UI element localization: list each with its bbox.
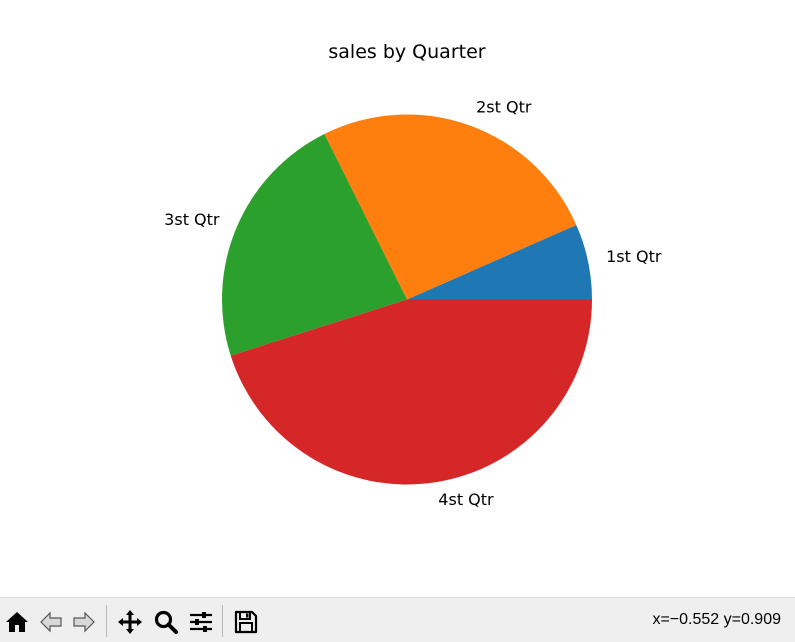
zoom-icon: [154, 610, 178, 634]
save-icon: [234, 610, 258, 634]
pie-label-2: 2st Qtr: [476, 98, 532, 117]
configure-subplots-button[interactable]: [186, 607, 216, 637]
back-button[interactable]: [36, 607, 66, 637]
cursor-coordinates: x=−0.552 y=0.909: [652, 611, 781, 628]
pie-slice-4: [230, 299, 593, 485]
pie-slices: [222, 114, 593, 485]
save-button[interactable]: [231, 607, 261, 637]
toolbar-separator: [222, 605, 223, 637]
forward-arrow-icon: [73, 611, 95, 633]
sliders-icon: [190, 612, 212, 632]
pan-button[interactable]: [115, 607, 145, 637]
pie-label-4: 4st Qtr: [438, 490, 494, 509]
pie-label-3: 3st Qtr: [164, 210, 220, 229]
zoom-button[interactable]: [151, 607, 181, 637]
pie-slice-2: [324, 114, 577, 300]
toolbar-separator: [106, 605, 107, 637]
navigation-toolbar: x=−0.552 y=0.909: [0, 597, 795, 642]
forward-button[interactable]: [69, 607, 99, 637]
move-icon: [118, 610, 142, 634]
chart-title: sales by Quarter: [328, 41, 485, 63]
home-button[interactable]: [2, 607, 32, 637]
pie-slice-1: [407, 224, 592, 300]
figure-canvas: sales by Quarter 1st Qtr 2st Qtr 3st Qtr 4s…: [164, 41, 662, 510]
pie-labels: 1st Qtr 2st Qtr 3st Qtr 4st Qtr: [164, 98, 662, 510]
back-arrow-icon: [40, 611, 62, 633]
pie-label-1: 1st Qtr: [606, 247, 662, 266]
home-icon: [6, 612, 28, 632]
pie-slice-3: [222, 133, 407, 356]
pie-chart: sales by Quarter 1st Qtr 2st Qtr 3st Qtr 4s…: [164, 41, 662, 510]
